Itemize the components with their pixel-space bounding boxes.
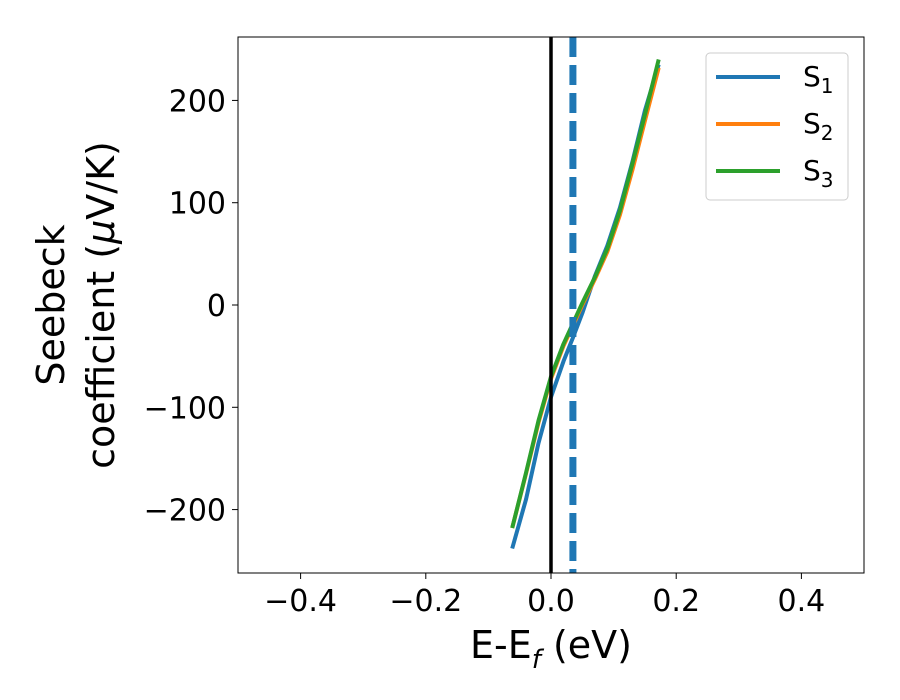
y-axis-title-unit: V/K) xyxy=(79,141,123,220)
y-axis-title-line1: Seebeck xyxy=(29,224,73,385)
x-axis-title-main: E-E xyxy=(470,623,532,667)
legend: S1 S2 S3 xyxy=(705,52,849,201)
series-line-s1 xyxy=(510,64,661,550)
legend-label-s1: S1 xyxy=(803,60,834,98)
y-tick-label: −100 xyxy=(144,391,226,426)
series-line-s3 xyxy=(510,59,661,529)
y-axis-title: Seebeck coefficient (μV/K) xyxy=(29,141,123,469)
x-tick-label: −0.2 xyxy=(389,584,462,619)
x-tick-label: 0.2 xyxy=(652,584,700,619)
x-tick-label: 0.0 xyxy=(527,584,575,619)
y-tick-label: 0 xyxy=(207,289,226,324)
legend-box xyxy=(705,52,849,201)
y-axis-title-line2: coefficient (μV/K) xyxy=(79,141,123,469)
y-tick-label: −200 xyxy=(144,494,226,529)
y-axis-title-mu: μ xyxy=(79,220,123,245)
x-tick-label: 0.4 xyxy=(778,584,826,619)
y-tick-label: 100 xyxy=(169,187,226,222)
x-axis-title-unit: (eV) xyxy=(541,623,632,667)
x-tick-label: −0.4 xyxy=(264,584,337,619)
legend-label-s3: S3 xyxy=(803,154,834,192)
y-axis-title-coefficient: coefficient ( xyxy=(79,244,123,469)
x-axis-title: E-Ef (eV) xyxy=(470,623,632,675)
axis-ticks: −0.4 −0.2 0.0 0.2 0.4 −200 −100 0 100 200 xyxy=(144,84,826,619)
y-tick-label: 200 xyxy=(169,84,226,119)
plot-area xyxy=(510,37,661,573)
legend-label-s2: S2 xyxy=(803,107,834,145)
